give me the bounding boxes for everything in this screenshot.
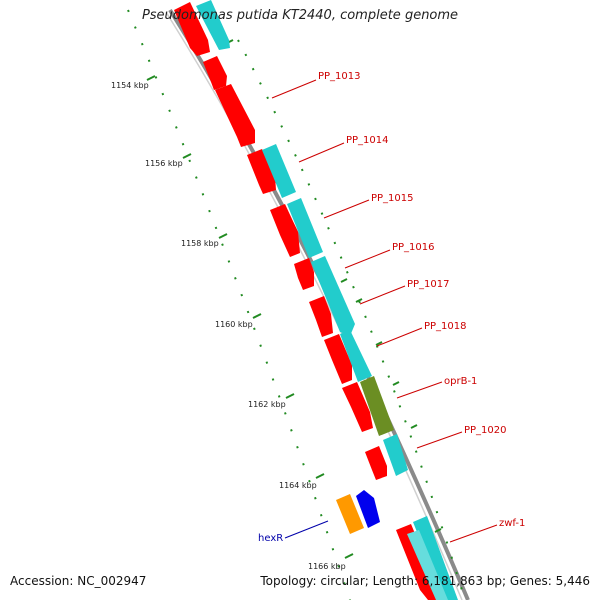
- cog-block: [407, 530, 448, 600]
- cog-block: [262, 144, 296, 198]
- cog-block: [383, 434, 408, 476]
- cog-track: [196, 0, 458, 600]
- tick-mark: [218, 233, 228, 239]
- gene-arrow-pp1014: [215, 84, 255, 147]
- gene-label-pp1014: PP_1014: [346, 135, 389, 146]
- outer-tick: [375, 341, 383, 346]
- gene-label-pp1013: PP_1013: [318, 71, 361, 82]
- gene-arrow-pp1013: [203, 56, 227, 90]
- outer-tick: [355, 298, 363, 303]
- gene-label-pp1015: PP_1015: [371, 193, 414, 204]
- tick-label-1158: 1158 kbp: [181, 239, 219, 248]
- cog-block: [413, 516, 458, 600]
- gene-label-zwf1: zwf-1: [499, 518, 525, 529]
- cog-block: [311, 256, 355, 336]
- gene-arrow-pp1020a: [342, 382, 373, 432]
- gene-arrow-pp1020b: [365, 446, 387, 480]
- gene-arrow-pp1019: [324, 334, 352, 384]
- cog-block: [340, 330, 372, 382]
- tick-mark: [285, 393, 295, 399]
- gene-label-pp1020: PP_1020: [464, 425, 507, 436]
- gene-label-oprB1: oprB-1: [444, 376, 477, 387]
- gene-arrow-pp1016: [270, 204, 300, 257]
- tick-label-1162: 1162 kbp: [248, 400, 286, 409]
- genome-summary-text: Topology: circular; Length: 6,181,863 bp…: [260, 574, 590, 588]
- tick-label-1156: 1156 kbp: [145, 159, 183, 168]
- tick-label-1164: 1164 kbp: [279, 481, 317, 490]
- outer-tick: [434, 528, 442, 533]
- accession-text: Accession: NC_002947: [10, 574, 147, 588]
- scale-ticks: 1154 kbp 1156 kbp 1158 kbp 1160 kbp 1162…: [111, 39, 442, 571]
- tick-label-1154: 1154 kbp: [111, 81, 149, 90]
- gene-label-pp1016: PP_1016: [392, 242, 435, 253]
- outer-tick: [410, 424, 418, 429]
- gene-arrow-pp1017: [294, 258, 314, 290]
- outer-tick: [340, 278, 348, 283]
- tick-label-1160: 1160 kbp: [215, 320, 253, 329]
- label-leaders: [271, 79, 498, 543]
- cog-block-olive: [360, 376, 394, 436]
- backbone-highlight: [165, 11, 463, 600]
- tick-label-1166: 1166 kbp: [308, 562, 346, 571]
- gene-arrow-pp1015: [247, 149, 276, 194]
- outer-tick: [392, 381, 400, 386]
- tick-mark: [182, 153, 192, 159]
- tick-mark: [344, 553, 354, 559]
- cog-block: [196, 0, 230, 50]
- gene-arrow-pp1018: [309, 296, 333, 337]
- gene-label-pp1018: PP_1018: [424, 321, 467, 332]
- cog-block: [287, 198, 323, 258]
- hexR-cog-block: [336, 494, 364, 534]
- tick-mark: [252, 313, 262, 319]
- hexR-gene-arrow: [356, 490, 380, 528]
- scale-dotted-line: [127, 9, 351, 600]
- genome-title: Pseudomonas putida KT2440, complete geno…: [141, 8, 459, 23]
- tick-mark: [146, 75, 156, 81]
- gene-arrow-pp1012: [174, 2, 210, 56]
- tick-mark: [315, 473, 325, 479]
- gene-label-pp1017: PP_1017: [407, 279, 450, 290]
- hexR-leader: [284, 520, 329, 539]
- gene-label-hexR: hexR: [258, 533, 283, 544]
